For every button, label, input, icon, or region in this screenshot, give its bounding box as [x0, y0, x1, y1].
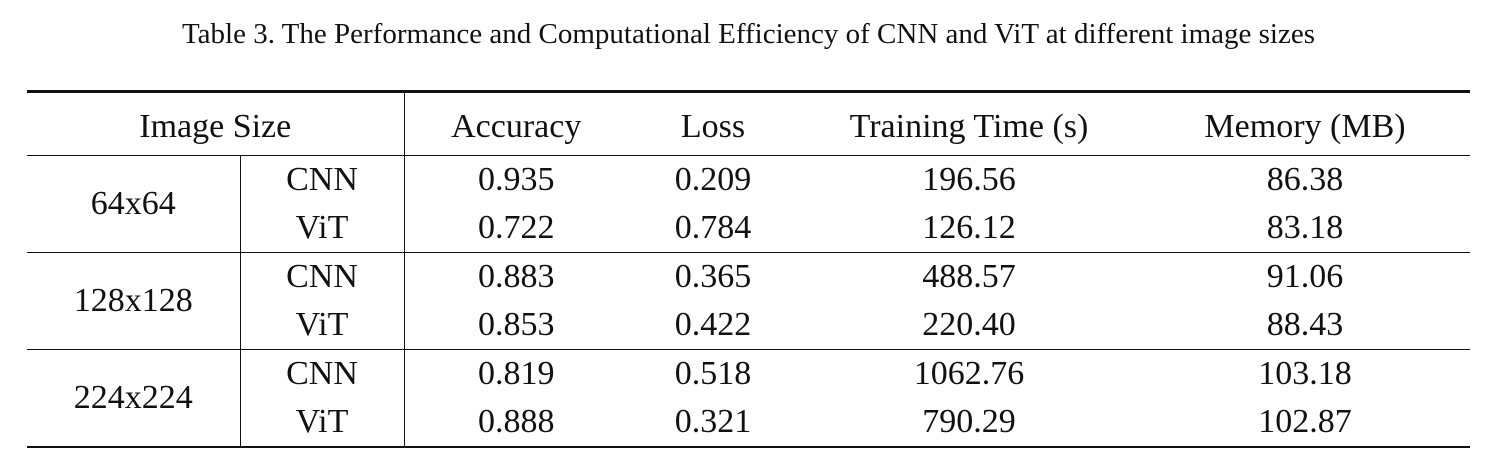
training-time-cell: 126.12 — [922, 209, 1016, 246]
table-row: 64x64 CNN 0.935 0.209 196.56 86.38 — [27, 155, 1470, 253]
accuracy-cell: 0.888 — [478, 402, 555, 440]
model-cell: CNN — [240, 252, 405, 301]
training-time-cell: 488.57 — [922, 258, 1016, 295]
table-caption: Table 3. The Performance and Computation… — [181, 18, 1316, 50]
loss-cell: 0.321 — [674, 402, 752, 440]
memory-cell: 103.18 — [1258, 355, 1352, 392]
table-header: Image Size Accuracy Loss Training Time (… — [27, 90, 1470, 156]
group-224x224: 224x224 CNN 0.819 0.518 1062.76 103.18 V… — [27, 349, 1470, 447]
model-cell: ViT — [240, 301, 405, 350]
header-memory: Memory (MB) — [1140, 90, 1470, 156]
image-size-cell: 64x64 — [27, 155, 241, 253]
image-size-cell: 128x128 — [27, 252, 241, 350]
loss-cell: 0.518 — [674, 355, 752, 392]
memory-cell: 91.06 — [1266, 258, 1344, 295]
loss-cell: 0.784 — [674, 209, 752, 246]
accuracy-cell: 0.935 — [478, 161, 555, 198]
table-row: ViT 0.722 0.784 126.12 83.18 — [27, 204, 1470, 253]
model-cell: ViT — [240, 204, 405, 253]
table-row: ViT 0.888 0.321 790.29 102.87 — [27, 398, 1470, 447]
memory-cell: 88.43 — [1266, 306, 1344, 343]
header-training-time: Training Time (s) — [798, 90, 1140, 156]
model-cell: ViT — [240, 398, 405, 447]
accuracy-cell: 0.853 — [478, 306, 555, 343]
header-loss: Loss — [628, 90, 798, 156]
table-row: 224x224 CNN 0.819 0.518 1062.76 103.18 — [27, 349, 1470, 447]
accuracy-cell: 0.722 — [478, 209, 555, 246]
memory-cell: 83.18 — [1266, 209, 1344, 246]
loss-cell: 0.422 — [674, 306, 752, 343]
memory-cell: 102.87 — [1258, 402, 1352, 440]
accuracy-cell: 0.883 — [478, 258, 555, 295]
header-accuracy: Accuracy — [404, 90, 628, 156]
group-128x128: 128x128 CNN 0.883 0.365 488.57 91.06 ViT… — [27, 252, 1470, 350]
image-size-cell: 224x224 — [27, 349, 241, 447]
training-time-cell: 1062.76 — [913, 355, 1025, 392]
training-time-cell: 220.40 — [922, 306, 1016, 343]
accuracy-cell: 0.819 — [478, 355, 555, 392]
model-cell: CNN — [240, 349, 405, 398]
group-64x64: 64x64 CNN 0.935 0.209 196.56 86.38 ViT 0… — [27, 155, 1470, 253]
training-time-cell: 790.29 — [922, 402, 1016, 440]
header-row: Image Size Accuracy Loss Training Time (… — [27, 90, 1470, 156]
table-row: ViT 0.853 0.422 220.40 88.43 — [27, 301, 1470, 350]
loss-cell: 0.365 — [674, 258, 752, 295]
results-table: Image Size Accuracy Loss Training Time (… — [27, 90, 1470, 448]
memory-cell: 86.38 — [1266, 161, 1344, 198]
model-cell: CNN — [240, 155, 405, 204]
header-image-size: Image Size — [27, 90, 405, 156]
table-row: 128x128 CNN 0.883 0.365 488.57 91.06 — [27, 252, 1470, 350]
loss-cell: 0.209 — [674, 161, 752, 198]
training-time-cell: 196.56 — [922, 161, 1016, 198]
